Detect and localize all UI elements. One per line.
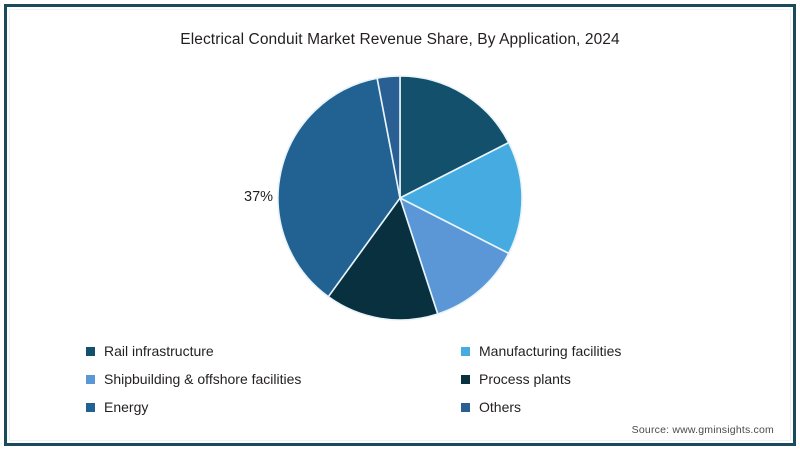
energy-percent-callout: 37% [244,189,274,205]
legend-swatch-icon [86,346,95,356]
legend-item-manufacturing-facilities[interactable]: Manufacturing facilities [461,337,791,365]
legend-label: Process plants [479,371,571,387]
legend-label: Energy [104,399,149,415]
legend-item-others[interactable]: Others [461,393,791,421]
legend-label: Shipbuilding & offshore facilities [104,371,302,387]
legend-label: Rail infrastructure [104,343,214,359]
legend-swatch-icon [86,374,95,384]
pie-slice-others[interactable] [376,75,401,199]
legend-column-left: Rail infrastructure Shipbuilding & offsh… [86,337,416,421]
source-attribution: Source: www.gminsights.com [631,424,774,436]
legend-swatch-icon [461,374,470,384]
chart-title: Electrical Conduit Market Revenue Share,… [180,31,620,48]
legend-swatch-icon [461,346,470,356]
legend-item-process-plants[interactable]: Process plants [461,365,791,393]
legend-column-right: Manufacturing facilities Process plants … [461,337,791,421]
pie-slice-process-plants[interactable] [327,197,439,321]
pie-chart-container [0,72,800,327]
pie-slice-energy[interactable] [277,77,401,298]
legend-swatch-icon [86,402,95,412]
legend-label: Others [479,399,522,415]
pie-slice-shipbuilding-offshore-facilities[interactable] [399,197,510,315]
legend-item-shipbuilding-offshore-facilities[interactable]: Shipbuilding & offshore facilities [86,365,416,393]
legend-label: Manufacturing facilities [479,343,622,359]
legend-item-rail-infrastructure[interactable]: Rail infrastructure [86,337,416,365]
legend-swatch-icon [461,402,470,412]
legend-item-energy[interactable]: Energy [86,393,416,421]
pie-slice-group [277,75,523,321]
pie-slice-rail-infrastructure[interactable] [399,75,510,199]
chart-legend: Rail infrastructure Shipbuilding & offsh… [0,337,800,425]
pie-slice-manufacturing-facilities[interactable] [399,141,523,255]
pie-chart-svg [277,75,523,321]
